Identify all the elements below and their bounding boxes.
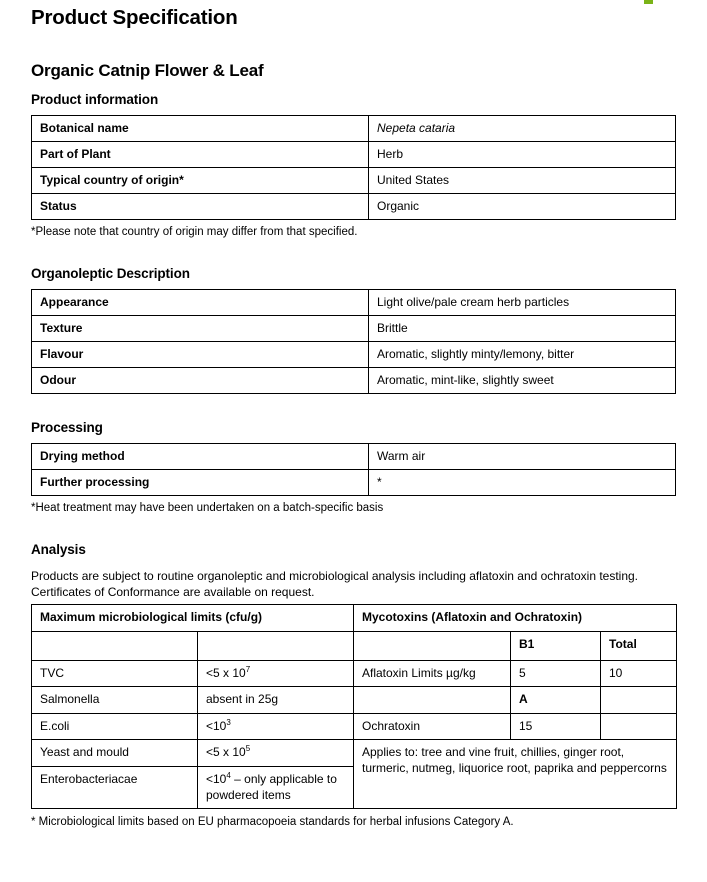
- micro-limit: absent in 25g: [197, 686, 354, 714]
- section-heading-product-information: Product information: [31, 91, 159, 107]
- table-row: TVC <5 x 107 Aflatoxin Limits µg/kg 5 10: [31, 659, 678, 688]
- row-label: Odour: [31, 367, 369, 395]
- row-value: Herb: [368, 141, 676, 169]
- row-value: United States: [368, 167, 676, 195]
- table-row: Appearance Light olive/pale cream herb p…: [31, 289, 676, 317]
- micro-name: Enterobacteriacae: [31, 765, 198, 810]
- product-information-table: Botanical name Nepeta cataria Part of Pl…: [31, 115, 676, 221]
- superscript: 4: [226, 770, 231, 780]
- brand-logo-fragment-icon: [644, 0, 653, 4]
- row-value: Brittle: [368, 315, 676, 343]
- table-row: Flavour Aromatic, slightly minty/lemony,…: [31, 341, 676, 369]
- row-value: Aromatic, mint-like, slightly sweet: [368, 367, 676, 395]
- table-row: E.coli <103 Ochratoxin 15: [31, 712, 678, 741]
- table-header-row: Maximum microbiological limits (cfu/g) M…: [31, 603, 678, 632]
- empty-cell: [31, 630, 198, 661]
- table-row: Drying method Warm air: [31, 443, 676, 471]
- analysis-intro-text: Products are subject to routine organole…: [31, 568, 639, 599]
- row-label: Status: [31, 193, 369, 221]
- row-label: Appearance: [31, 289, 369, 317]
- table-row: Odour Aromatic, mint-like, slightly swee…: [31, 367, 676, 395]
- table-row: Botanical name Nepeta cataria: [31, 115, 676, 143]
- empty-cell: [353, 630, 511, 661]
- row-label: Further processing: [31, 469, 369, 497]
- section-heading-processing: Processing: [31, 420, 103, 436]
- micro-limit: <104 – only applicable to powdered items: [197, 765, 354, 810]
- table-subheader-row: B1 Total: [31, 630, 678, 661]
- processing-footnote: *Heat treatment may have been undertaken…: [31, 502, 384, 515]
- header-micro-limits: Maximum microbiological limits (cfu/g): [31, 603, 354, 632]
- organoleptic-table: Appearance Light olive/pale cream herb p…: [31, 289, 676, 395]
- myco-name: Aflatoxin Limits µg/kg: [353, 659, 511, 688]
- table-row: Yeast and mould <5 x 105 Applies to: tre…: [31, 739, 678, 810]
- row-label: Typical country of origin*: [31, 167, 369, 195]
- processing-table: Drying method Warm air Further processin…: [31, 443, 676, 497]
- superscript: 7: [245, 664, 251, 674]
- micro-limit: <5 x 107: [197, 659, 354, 688]
- myco-total: [599, 712, 678, 741]
- table-row: Further processing *: [31, 469, 676, 497]
- myco-name: [353, 686, 511, 714]
- micro-limit: <103: [197, 712, 354, 741]
- table-row: Salmonella absent in 25g A: [31, 686, 678, 714]
- table-row: Typical country of origin* United States: [31, 167, 676, 195]
- table-row: Part of Plant Herb: [31, 141, 676, 169]
- micro-limit: <5 x 105: [197, 739, 354, 767]
- empty-cell: [197, 630, 354, 661]
- row-value: Aromatic, slightly minty/lemony, bitter: [368, 341, 676, 369]
- myco-total: [599, 686, 678, 714]
- row-label: Part of Plant: [31, 141, 369, 169]
- row-value: Light olive/pale cream herb particles: [368, 289, 676, 317]
- myco-name: Ochratoxin: [353, 712, 511, 741]
- table-row: Texture Brittle: [31, 315, 676, 343]
- micro-name: TVC: [31, 659, 198, 688]
- subheader-b1: B1: [510, 630, 601, 661]
- superscript: 3: [226, 717, 231, 727]
- myco-b1: A: [510, 686, 601, 714]
- row-value: Organic: [368, 193, 676, 221]
- superscript: 5: [245, 744, 251, 754]
- product-information-footnote: *Please note that country of origin may …: [31, 226, 358, 239]
- row-value: *: [368, 469, 676, 497]
- myco-total: 10: [599, 659, 678, 688]
- row-value: Nepeta cataria: [368, 115, 676, 143]
- product-name-heading: Organic Catnip Flower & Leaf: [31, 60, 264, 80]
- section-heading-organoleptic: Organoleptic Description: [31, 266, 190, 282]
- row-label: Flavour: [31, 341, 369, 369]
- row-label: Botanical name: [31, 115, 369, 143]
- header-mycotoxins: Mycotoxins (Aflatoxin and Ochratoxin): [352, 603, 678, 632]
- row-value: Warm air: [368, 443, 676, 471]
- table-row: Enterobacteriacae <104 – only applicable…: [31, 765, 677, 810]
- subheader-total: Total: [599, 630, 678, 661]
- micro-name: Salmonella: [31, 686, 198, 714]
- myco-b1: 15: [510, 712, 601, 741]
- row-label: Drying method: [31, 443, 369, 471]
- myco-b1: 5: [510, 659, 601, 688]
- applies-to-note: Applies to: tree and vine fruit, chillie…: [352, 739, 678, 810]
- analysis-footnote: * Microbiological limits based on EU pha…: [31, 816, 514, 829]
- micro-name: Yeast and mould: [31, 739, 198, 767]
- analysis-table: Maximum microbiological limits (cfu/g) M…: [31, 603, 678, 810]
- section-heading-analysis: Analysis: [31, 542, 86, 558]
- micro-name: E.coli: [31, 712, 198, 741]
- row-label: Texture: [31, 315, 369, 343]
- page-title: Product Specification: [31, 6, 238, 29]
- table-row: Status Organic: [31, 193, 676, 221]
